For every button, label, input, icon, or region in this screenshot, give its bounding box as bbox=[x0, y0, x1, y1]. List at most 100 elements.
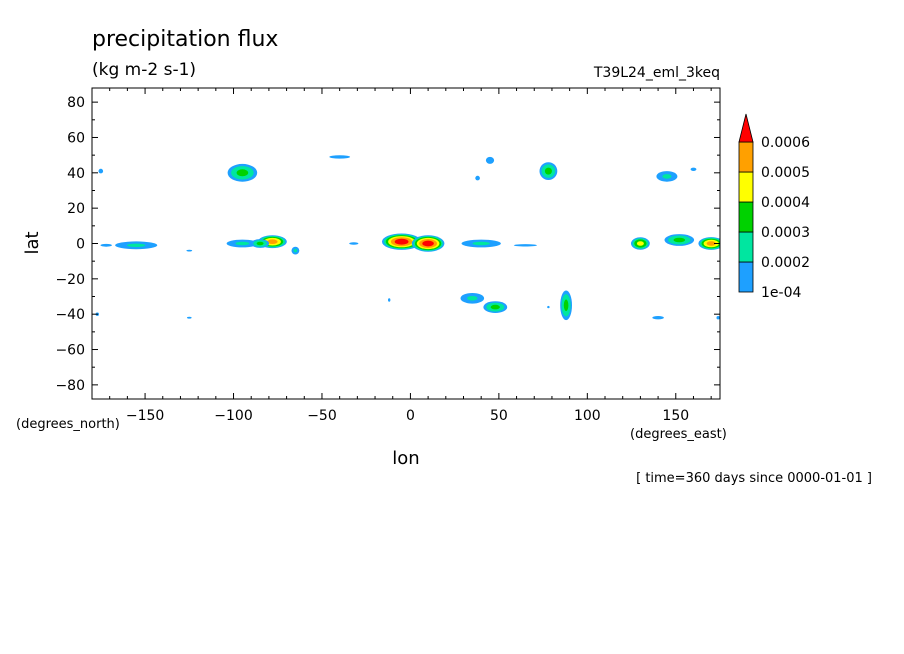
contour-cell bbox=[485, 156, 495, 164]
contour-level-0.0003 bbox=[673, 237, 686, 243]
contour-cell bbox=[652, 316, 664, 320]
chart-title: precipitation flux bbox=[92, 27, 278, 52]
contour-cell bbox=[187, 316, 192, 319]
contour-level-1e-04 bbox=[98, 168, 104, 174]
contour-level-0.0002 bbox=[126, 243, 146, 247]
contour-level-1e-04 bbox=[100, 243, 112, 247]
contour-cell bbox=[186, 249, 193, 252]
x-tick-label: 0 bbox=[406, 408, 415, 424]
contour-level-0.0002 bbox=[293, 248, 298, 253]
contour-level-1e-04 bbox=[716, 316, 720, 320]
contour-cell bbox=[98, 168, 104, 174]
x-units-label: (degrees_east) bbox=[630, 427, 727, 442]
contour-cell bbox=[513, 244, 538, 247]
contour-level-1e-04 bbox=[485, 156, 495, 164]
contour-level-0.0006 bbox=[422, 240, 434, 247]
contour-cell bbox=[539, 162, 558, 181]
contour-cell bbox=[411, 235, 445, 252]
contour-cell bbox=[226, 239, 259, 248]
contour-cell bbox=[631, 237, 650, 250]
contour-cell bbox=[382, 233, 422, 250]
contour-level-0.0004 bbox=[636, 241, 644, 246]
colorbar-box bbox=[738, 171, 754, 203]
y-axis-title: lat bbox=[22, 231, 43, 254]
contour-cell bbox=[483, 301, 508, 313]
x-tick-label: 150 bbox=[662, 408, 689, 424]
colorbar-overflow-triangle bbox=[738, 113, 754, 143]
x-tick-label: −100 bbox=[214, 408, 252, 424]
contour-level-1e-04 bbox=[186, 249, 193, 252]
contour-level-0.0002 bbox=[235, 241, 250, 246]
y-tick-label: −40 bbox=[55, 307, 85, 323]
contour-level-0.0005 bbox=[267, 239, 278, 244]
contour-cell bbox=[115, 241, 158, 250]
contour-level-0.0003 bbox=[563, 299, 569, 312]
contour-level-1e-04 bbox=[547, 305, 550, 309]
contour-cell bbox=[656, 171, 678, 182]
time-note: [ time=360 days since 0000-01-01 ] bbox=[636, 471, 872, 486]
contour-level-1e-04 bbox=[690, 167, 697, 171]
colorbar-label: 0.0002 bbox=[761, 255, 810, 271]
contour-cell bbox=[460, 293, 485, 304]
y-tick-label: −80 bbox=[55, 378, 85, 394]
contour-cell bbox=[388, 298, 391, 302]
contour-level-1e-04 bbox=[652, 316, 664, 320]
contour-level-0.0005 bbox=[706, 241, 716, 246]
colorbar-label: 0.0005 bbox=[761, 165, 810, 181]
axis-ticks: −150 −100 −50 0 50 100 150 80 60 40 20 0 −20 −40 −60 −8… bbox=[55, 88, 720, 424]
contour-cell bbox=[291, 246, 300, 255]
contour-level-0.0006 bbox=[394, 238, 409, 245]
contour-cell bbox=[664, 234, 695, 246]
y-tick-label: 60 bbox=[67, 130, 85, 146]
colorbar-box bbox=[738, 231, 754, 263]
colorbar-label: 0.0004 bbox=[761, 195, 810, 211]
colorbar-box bbox=[738, 261, 754, 293]
colorbar-legend: 1e-04 0.0002 0.0003 0.0004 0.0005 0.0006 bbox=[738, 113, 810, 301]
colorbar-box bbox=[738, 141, 754, 173]
y-tick-label: 20 bbox=[67, 201, 85, 217]
x-tick-label: 100 bbox=[574, 408, 601, 424]
contour-cell bbox=[329, 155, 351, 159]
y-tick-label: 0 bbox=[76, 237, 85, 253]
contour-level-0.0003 bbox=[490, 304, 500, 310]
y-units-label: (degrees_north) bbox=[16, 417, 120, 432]
contour-cell bbox=[349, 242, 359, 245]
contour-level-0.0003 bbox=[544, 167, 552, 175]
contour-level-1e-04 bbox=[187, 316, 192, 319]
contour-level-1e-04 bbox=[388, 298, 391, 302]
contour-level-1e-04 bbox=[349, 242, 359, 245]
contour-level-1e-04 bbox=[475, 175, 480, 181]
colorbar-box bbox=[738, 201, 754, 233]
contour-level-0.0003 bbox=[236, 169, 249, 177]
dataset-label: T39L24_eml_3keq bbox=[593, 65, 720, 81]
x-tick-label: −50 bbox=[307, 408, 337, 424]
y-tick-label: −60 bbox=[55, 343, 85, 359]
x-axis-title: lon bbox=[392, 448, 419, 469]
contour-cell bbox=[227, 163, 258, 182]
contour-cell bbox=[560, 290, 572, 321]
y-tick-label: 40 bbox=[67, 166, 85, 182]
contour-cell bbox=[690, 167, 697, 171]
contour-level-0.0003 bbox=[256, 241, 264, 246]
contour-cell bbox=[547, 305, 550, 309]
colorbar-label: 0.0003 bbox=[761, 225, 810, 241]
units-label: (kg m-2 s-1) bbox=[92, 60, 196, 80]
contour-level-0.0002 bbox=[472, 241, 490, 246]
y-tick-label: 80 bbox=[67, 95, 85, 111]
colorbar-label: 1e-04 bbox=[761, 285, 801, 301]
contour-cell bbox=[100, 243, 112, 247]
contour-level-1e-04 bbox=[329, 155, 351, 159]
contour-level-0.0002 bbox=[662, 174, 672, 179]
contour-cell bbox=[475, 175, 480, 181]
contour-cell bbox=[461, 239, 501, 248]
contour-cell bbox=[698, 237, 720, 250]
contour-level-0.0002 bbox=[467, 296, 478, 301]
y-tick-label: −20 bbox=[55, 272, 85, 288]
colorbar-label: 0.0006 bbox=[761, 135, 810, 151]
contour-level-1e-04 bbox=[513, 244, 538, 247]
contour-field bbox=[95, 155, 720, 321]
x-tick-label: −150 bbox=[126, 408, 164, 424]
contour-cell bbox=[716, 316, 720, 320]
